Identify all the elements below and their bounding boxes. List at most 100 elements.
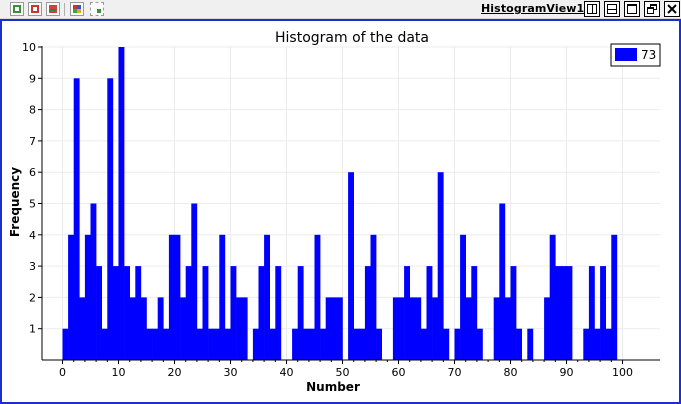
histogram-bar: [73, 78, 80, 361]
histogram-bar: [527, 328, 534, 360]
histogram-bar: [269, 328, 276, 360]
legend-swatch: [615, 48, 637, 61]
view-toolbar: HistogramView1: [0, 0, 681, 19]
histogram-bar: [258, 266, 265, 360]
zoom-to-data-icon[interactable]: [10, 2, 24, 16]
y-tick-label: 3: [29, 260, 36, 273]
histogram-bar: [476, 328, 483, 360]
histogram-bar: [152, 328, 158, 360]
x-axis-label: Number: [306, 380, 360, 394]
histogram-bar: [398, 297, 405, 360]
histogram-bar: [191, 203, 198, 360]
histogram-bar: [566, 266, 573, 360]
histogram-bar: [275, 266, 282, 360]
histogram-bar: [129, 297, 136, 360]
histogram-bar: [510, 266, 517, 360]
histogram-bar: [292, 328, 298, 360]
histogram-bar: [101, 328, 108, 360]
histogram-bar: [236, 297, 242, 360]
histogram-bar: [308, 328, 315, 360]
x-tick-label: 30: [224, 366, 238, 379]
histogram-bar: [314, 234, 321, 360]
histogram-bar: [471, 266, 478, 360]
histogram-bar: [600, 266, 606, 360]
histogram-bar: [208, 328, 214, 360]
histogram-bar: [336, 297, 343, 360]
y-tick-label: 2: [29, 291, 36, 304]
histogram-bar: [241, 297, 248, 360]
histogram-bar: [264, 234, 270, 360]
legend-label: 73: [641, 48, 656, 62]
histogram-bar: [364, 266, 371, 360]
histogram-bar: [611, 234, 618, 360]
histogram-bars: [62, 47, 618, 361]
legend[interactable]: 73: [610, 43, 661, 67]
histogram-bar: [594, 328, 601, 360]
histogram-bar: [376, 328, 382, 360]
x-tick-label: 70: [448, 366, 462, 379]
y-tick-label: 9: [29, 72, 36, 85]
histogram-bar: [163, 328, 170, 360]
y-tick-label: 10: [22, 41, 36, 54]
histogram-bar: [555, 266, 562, 360]
y-tick-label: 7: [29, 135, 36, 148]
select-region-icon[interactable]: [90, 2, 104, 16]
x-tick-label: 40: [280, 366, 294, 379]
view-name-label[interactable]: HistogramView1: [481, 2, 585, 15]
histogram-bar: [409, 297, 416, 360]
histogram-bar: [107, 78, 114, 361]
histogram-bar: [252, 328, 259, 360]
split-vertical-icon[interactable]: [604, 1, 620, 17]
histogram-bar: [499, 203, 506, 360]
toolbar-separator: [64, 3, 65, 16]
close-glyph: [667, 4, 677, 14]
histogram-bar: [370, 234, 377, 360]
histogram-bar: [118, 47, 125, 360]
x-tick-label: 10: [112, 366, 126, 379]
histogram-bar: [325, 297, 332, 360]
histogram-bar: [230, 266, 237, 360]
x-tick-label: 100: [612, 366, 633, 379]
histogram-bar: [359, 328, 366, 360]
histogram-bar: [62, 328, 69, 360]
histogram-bar: [331, 297, 338, 360]
histogram-bar: [465, 297, 472, 360]
histogram-bar: [196, 328, 203, 360]
histogram-bar: [213, 328, 220, 360]
histogram-bar: [90, 203, 97, 360]
y-tick-label: 8: [29, 104, 36, 117]
histogram-bar: [135, 266, 142, 360]
histogram-bar: [112, 266, 119, 360]
reset-camera-icon[interactable]: [28, 2, 42, 16]
restore-icon[interactable]: [644, 1, 660, 17]
split-view-icon[interactable]: [46, 2, 60, 16]
histogram-bar: [504, 297, 511, 360]
histogram-bar: [84, 234, 91, 360]
x-tick-label: 60: [392, 366, 406, 379]
histogram-bar: [79, 297, 86, 360]
histogram-bar: [404, 266, 410, 360]
maximize-icon[interactable]: [624, 1, 640, 17]
y-tick-label: 4: [29, 229, 36, 242]
histogram-bar: [219, 234, 226, 360]
histogram-bar: [124, 266, 130, 360]
histogram-bar: [297, 266, 304, 360]
split-horizontal-icon[interactable]: [584, 1, 600, 17]
histogram-bar: [320, 328, 326, 360]
color-palette-icon[interactable]: [70, 2, 84, 16]
y-axis-label: Frequency: [8, 167, 22, 237]
close-icon[interactable]: [664, 1, 680, 17]
histogram-bar: [460, 234, 466, 360]
histogram-bar: [348, 172, 354, 360]
histogram-bar: [157, 297, 164, 360]
x-tick-label: 20: [168, 366, 182, 379]
histogram-bar: [140, 297, 147, 360]
histogram-bar: [588, 266, 595, 360]
histogram-bar: [68, 234, 74, 360]
histogram-bar: [224, 328, 231, 360]
histogram-bar: [303, 328, 310, 360]
histogram-bar: [432, 297, 438, 360]
x-tick-label: 50: [336, 366, 350, 379]
y-tick-label: 1: [29, 323, 36, 336]
